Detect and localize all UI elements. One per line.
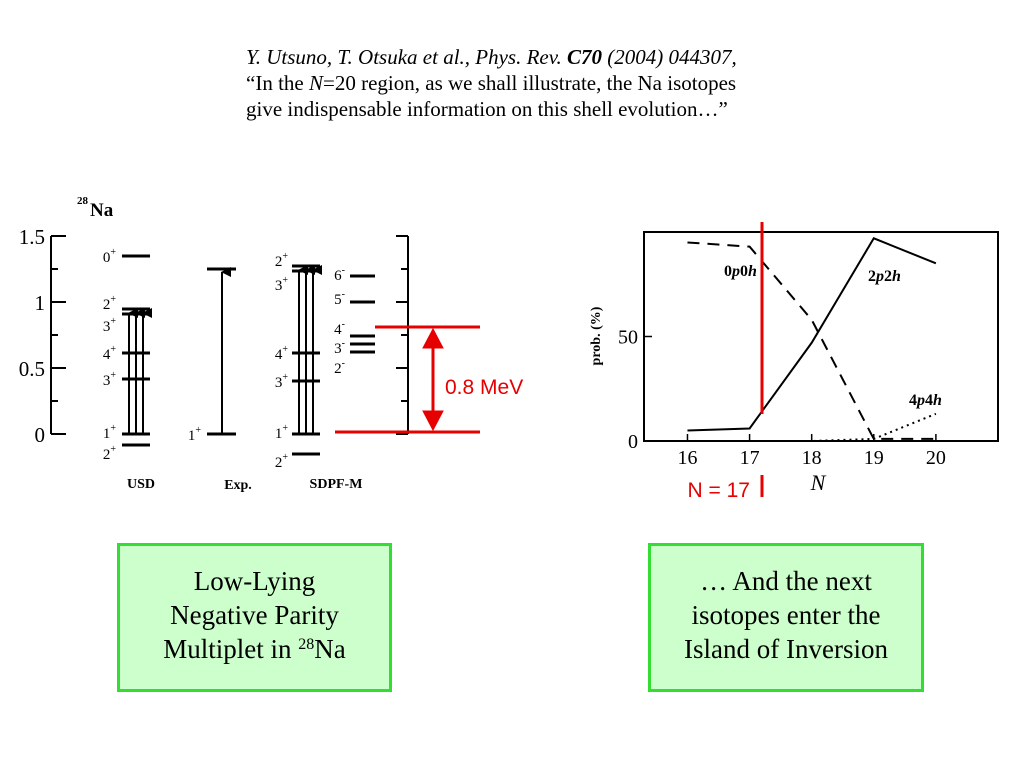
- gap-arrow-down-head: [422, 410, 444, 432]
- tick-label-0: 0: [35, 423, 46, 447]
- series-label-0p0h: 0p0h: [724, 263, 757, 280]
- svg-text:3+: 3+: [103, 370, 117, 389]
- chart-frame: [643, 231, 999, 442]
- usd-arrows: [128, 308, 152, 434]
- svg-text:4-: 4-: [334, 319, 345, 338]
- citation-quote-line2: give indispensable information on this s…: [246, 97, 728, 121]
- tick-label-0-5: 0.5: [19, 357, 45, 381]
- citation-quote-line1: “In the N=20 region, as we shall illustr…: [246, 70, 866, 96]
- left-box-line3-prefix: Multiplet in: [163, 634, 299, 664]
- n17-marker-label: N = 17: [688, 479, 750, 502]
- chart-ticks: 16 17 18 19 20 50 0: [618, 327, 946, 470]
- series-label-4p4h: 4p4h: [909, 392, 942, 409]
- svg-text:3+: 3+: [275, 372, 289, 391]
- y-tick-label-50: 50: [618, 327, 638, 349]
- tick-label-1-5: 1.5: [19, 225, 45, 249]
- svg-text:3+: 3+: [103, 316, 117, 335]
- left-box-line1: Low-Lying: [193, 566, 316, 596]
- column-label-sdpfm: SDPF-M: [310, 477, 363, 492]
- svg-text:5-: 5-: [334, 289, 345, 308]
- nucleus-mass: 28: [77, 195, 89, 207]
- quote-mid: =20 region, as we shall illustrate, the …: [323, 71, 737, 95]
- citation: Y. Utsuno, T. Otsuka et al., Phys. Rev. …: [246, 44, 866, 122]
- nucleus-symbol: Na: [90, 200, 114, 221]
- column-labels: USD Exp. SDPF-M: [127, 477, 362, 493]
- chart-labels: 0p0h 2p2h 4p4h: [724, 263, 942, 409]
- gap-label: 0.8 MeV: [445, 376, 523, 399]
- svg-text:4+: 4+: [275, 344, 289, 363]
- left-axis-ticks: [51, 235, 66, 435]
- x-tick-label-16: 16: [677, 447, 697, 469]
- left-axis-tick-labels: 1.5 1 0.5 0: [19, 225, 45, 447]
- quote-n-symbol: N: [308, 71, 323, 95]
- gap-arrow-up-head: [422, 327, 444, 349]
- x-tick-label-20: 20: [926, 447, 946, 469]
- chart-series: [687, 237, 937, 442]
- column-label-exp: Exp.: [224, 478, 252, 493]
- reference-volume: C70: [567, 45, 603, 69]
- left-box-line2: Negative Parity: [170, 600, 339, 630]
- right-axis-ticks: [396, 235, 408, 435]
- x-tick-label-18: 18: [802, 447, 822, 469]
- x-tick-label-19: 19: [864, 447, 884, 469]
- svg-text:1+: 1+: [275, 423, 289, 442]
- column-label-usd: USD: [127, 477, 155, 492]
- svg-text:1+: 1+: [103, 423, 117, 442]
- negative-parity-levels: [350, 274, 375, 354]
- x-tick-label-17: 17: [740, 447, 760, 469]
- quote-open: “In the: [246, 71, 309, 95]
- energy-gap-annotation: [335, 325, 480, 434]
- exp-spin-label: 1+: [188, 425, 202, 444]
- svg-text:2+: 2+: [275, 452, 289, 471]
- svg-text:0+: 0+: [103, 247, 117, 266]
- right-summary-box: … And the next isotopes enter the Island…: [648, 543, 924, 692]
- citation-reference: Y. Utsuno, T. Otsuka et al., Phys. Rev. …: [246, 44, 866, 70]
- series-label-2p2h: 2p2h: [868, 268, 901, 285]
- left-box-mass-number: 28: [298, 636, 315, 653]
- tick-label-1: 1: [35, 291, 46, 315]
- chart-y-axis-label: prob. (%): [589, 306, 604, 365]
- left-box-line3: Multiplet in 28Na: [120, 632, 389, 666]
- series-line-0p0h: [687, 241, 936, 440]
- sdpfm-spin-labels: 2+ 3+ 4+ 3+ 1+ 2+: [275, 251, 289, 471]
- negative-parity-labels: 6- 5- 4- 3- 2-: [334, 265, 345, 377]
- svg-text:3-: 3-: [334, 338, 345, 357]
- reference-year-page: (2004) 044307,: [607, 45, 737, 69]
- series-line-2p2h: [687, 237, 937, 432]
- svg-text:2+: 2+: [103, 294, 117, 313]
- usd-spin-labels: 0+ 2+ 3+ 4+ 3+ 1+ 2+: [103, 247, 117, 463]
- right-box-line1: … And the next: [700, 566, 872, 596]
- probability-chart: 16 17 18 19 20 50 0 0p0h 2p2h 4p4h prob. (%) N N…: [589, 222, 999, 502]
- level-scheme: 28 Na 1.5 1 0.5 0: [19, 195, 523, 493]
- svg-text:2-: 2-: [334, 358, 345, 377]
- svg-text:4+: 4+: [103, 344, 117, 363]
- svg-text:2+: 2+: [275, 251, 289, 270]
- y-tick-label-0: 0: [628, 431, 638, 453]
- right-box-line2: isotopes enter the: [691, 600, 881, 630]
- svg-text:2+: 2+: [103, 444, 117, 463]
- left-summary-box: Low-Lying Negative Parity Multiplet in 2…: [117, 543, 392, 692]
- reference-authors: Y. Utsuno, T. Otsuka et al., Phys. Rev.: [246, 45, 562, 69]
- svg-text:3+: 3+: [275, 275, 289, 294]
- chart-x-axis-label: N: [810, 470, 827, 495]
- right-box-line3: Island of Inversion: [684, 634, 888, 664]
- svg-text:6-: 6-: [334, 265, 345, 284]
- sdpfm-arrows: [298, 265, 322, 434]
- left-box-element: Na: [314, 634, 346, 664]
